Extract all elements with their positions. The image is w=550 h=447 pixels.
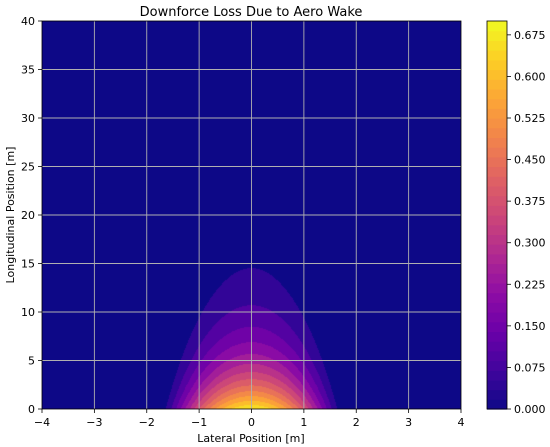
- colorbar-band: [487, 127, 507, 138]
- y-tick-label: 10: [21, 306, 35, 319]
- colorbar-band: [487, 98, 507, 109]
- colorbar-band: [487, 341, 507, 352]
- colorbar-tick-label: 0.300: [514, 237, 546, 250]
- y-tick-label: 40: [21, 15, 35, 28]
- colorbar-band: [487, 205, 507, 216]
- colorbar-band: [487, 302, 507, 313]
- x-tick-label: −2: [139, 416, 155, 429]
- colorbar-band: [487, 263, 507, 274]
- y-tick-label: 30: [21, 112, 35, 125]
- colorbar-band: [487, 176, 507, 187]
- colorbar-band: [487, 40, 507, 51]
- colorbar-band: [487, 350, 507, 362]
- colorbar-band: [487, 156, 507, 168]
- colorbar-band: [487, 370, 507, 381]
- colorbar-band: [487, 292, 507, 303]
- x-tick-label: −3: [86, 416, 102, 429]
- colorbar-band: [487, 69, 507, 80]
- colorbar-band: [487, 379, 507, 391]
- colorbar-band: [487, 399, 507, 410]
- colorbar-band: [487, 88, 507, 100]
- colorbar-band: [487, 360, 507, 371]
- y-tick-label: 20: [21, 209, 35, 222]
- colorbar-tick-label: 0.225: [514, 278, 546, 291]
- colorbar-band: [487, 195, 507, 206]
- colorbar-band: [487, 21, 507, 32]
- x-tick-label: −1: [191, 416, 207, 429]
- plot-area: [41, 20, 462, 410]
- x-tick-label: −4: [34, 416, 50, 429]
- y-axis-label: Longitudinal Position [m]: [4, 147, 17, 284]
- colorbar-band: [487, 331, 507, 342]
- colorbar-band: [487, 185, 507, 197]
- colorbar-tick-label: 0.525: [514, 112, 546, 125]
- x-axis-label: Lateral Position [m]: [197, 432, 304, 445]
- colorbar-band: [487, 312, 507, 323]
- colorbar-band: [487, 59, 507, 71]
- colorbar-band: [487, 224, 507, 235]
- x-tick-label: 0: [248, 416, 255, 429]
- x-tick-label: 3: [405, 416, 412, 429]
- chart-title: Downforce Loss Due to Aero Wake: [140, 5, 363, 20]
- colorbar-band: [487, 282, 507, 294]
- colorbar-tick-label: 0.000: [514, 403, 546, 416]
- y-tick-label: 25: [21, 161, 35, 174]
- colorbar-tick-label: 0.075: [514, 361, 546, 374]
- colorbar-tick-label: 0.600: [514, 70, 546, 83]
- colorbar-band: [487, 273, 507, 284]
- x-tick-label: 2: [353, 416, 360, 429]
- colorbar-tick-label: 0.675: [514, 29, 546, 42]
- colorbar-band: [487, 389, 507, 400]
- colorbar-tick-label: 0.150: [514, 320, 546, 333]
- y-tick-label: 5: [28, 355, 35, 368]
- x-axis-ticks: −4 −3 −2 −1 0 1 2 3 4: [34, 409, 465, 429]
- colorbar-tick-label: 0.450: [514, 154, 546, 167]
- colorbar-band: [487, 118, 507, 129]
- x-tick-label: 1: [300, 416, 307, 429]
- colorbar-band: [487, 108, 507, 119]
- colorbar-band: [487, 215, 507, 226]
- y-tick-label: 0: [28, 403, 35, 416]
- colorbar-band: [487, 321, 507, 332]
- colorbar-band: [487, 166, 507, 177]
- y-tick-label: 35: [21, 64, 35, 77]
- colorbar-band: [487, 147, 507, 158]
- y-tick-label: 15: [21, 258, 35, 271]
- colorbar-band: [487, 30, 507, 41]
- colorbar-band: [487, 50, 507, 61]
- y-axis-ticks: 0 5 10 15 20 25 30 35 40: [21, 15, 42, 416]
- colorbar: 0.000 0.075 0.150 0.225 0.300 0.375 0.450 0.525…: [486, 20, 546, 416]
- colorbar-frame: [486, 20, 508, 410]
- colorbar-band: [487, 234, 507, 245]
- colorbar-band: [487, 137, 507, 148]
- colorbar-band: [487, 244, 507, 255]
- colorbar-band: [487, 79, 507, 90]
- colorbar-tick-label: 0.375: [514, 195, 546, 208]
- x-tick-label: 4: [458, 416, 465, 429]
- colorbar-band: [487, 253, 507, 265]
